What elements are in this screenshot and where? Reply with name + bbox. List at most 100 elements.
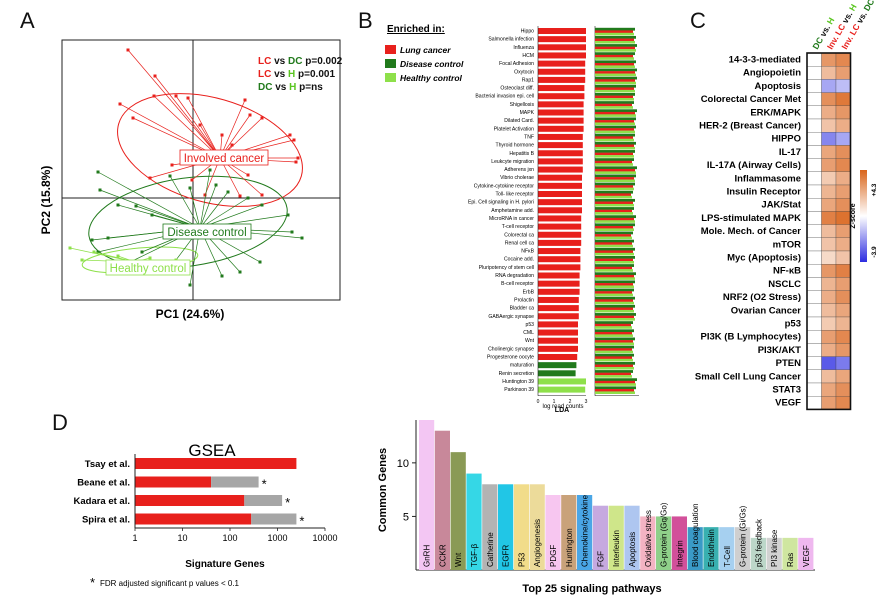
read-bar-hc (595, 146, 635, 150)
read-bar-dc (595, 27, 635, 31)
group-label-hc: Healthy control (110, 263, 187, 275)
heatmap-row-label: PI3K/AKT (758, 345, 801, 356)
heatmap-cell (806, 396, 822, 410)
heatmap-cell (835, 171, 851, 186)
read-bar-hc (595, 89, 635, 93)
heatmap-cell (806, 264, 822, 278)
pathway-bar (656, 516, 672, 570)
heatmap-cell (835, 211, 851, 225)
pca-plot: PC1 (24.6%) PC2 (15.8%) LC vs DC p=0.002… (39, 39, 343, 321)
lda-bar (538, 76, 586, 83)
read-bar-lc (595, 38, 634, 42)
pathway-bar (561, 495, 577, 570)
heatmap-cell (806, 118, 822, 133)
legend-title: Enriched in: (387, 24, 445, 35)
pca-stat-line: LC vs H p=0.001 (258, 69, 335, 80)
pca-y-axis-label: PC2 (15.8%) (39, 166, 53, 235)
lc-point (186, 96, 190, 100)
lc-point (170, 163, 174, 167)
heatmap-row-label: NRF2 (O2 Stress) (723, 292, 801, 303)
read-bar-lc (595, 201, 633, 205)
read-bar-hc (595, 114, 636, 117)
heatmap-row-label: mTOR (773, 239, 801, 250)
pathway-label: Bacterial invasion epi. cell (475, 94, 534, 100)
heatmap-cell (821, 343, 837, 357)
read-bar-lc (595, 160, 632, 164)
pathway-label: Huntington 39 (502, 379, 534, 385)
read-bar-lc (595, 136, 633, 139)
heatmap-cell (806, 224, 822, 238)
read-bar-lc (595, 46, 635, 50)
read-bar-lc (595, 283, 633, 286)
read-bar-lc (595, 54, 633, 58)
read-bar-dc (595, 361, 635, 365)
read-bar-hc (595, 269, 633, 272)
heatmap-cell (806, 132, 822, 146)
heatmap-cell (835, 118, 851, 133)
lda-bar (538, 215, 582, 222)
lc-ellipse (117, 93, 303, 207)
pathway-label: Shigellosis (510, 102, 535, 108)
read-bar-hc (595, 383, 636, 386)
read-bar-lc (595, 217, 634, 221)
pathway-label: Influenza (513, 45, 534, 51)
pathway-label: Platelet Activation (494, 126, 534, 132)
read-bar-lc (595, 242, 632, 245)
lda-bar (538, 117, 584, 124)
read-bar-hc (595, 244, 633, 248)
read-bar-dc (595, 207, 634, 210)
heatmap-row-label: PTEN (776, 358, 801, 369)
dc-spoke (169, 175, 201, 229)
lda-tick-label: 0 (537, 399, 540, 405)
dc-point (134, 204, 138, 208)
read-bar-lc (595, 120, 634, 123)
pathway-label: Colorectal ca (504, 232, 534, 238)
heatmap-border (806, 52, 852, 411)
heatmap-row-label: Mole. Mech. of Cancer (701, 226, 802, 237)
lc-spoke (119, 103, 221, 159)
panel-label-b: B (358, 8, 373, 33)
read-bar-hc (595, 57, 634, 60)
lc-point (153, 74, 157, 78)
lc-spoke (127, 49, 221, 159)
pathway-label: RNA degradation (495, 273, 534, 279)
gsea-significance-mark: * (285, 495, 290, 510)
lda-bar (538, 158, 583, 165)
hc-point (116, 254, 120, 258)
lda-bar (538, 109, 584, 116)
read-bar-dc (595, 76, 637, 80)
read-bar-hc (595, 32, 634, 36)
pathway-bar-label: P53 (517, 552, 526, 567)
dc-point (150, 213, 154, 217)
dc-point (96, 170, 100, 174)
pathway-bar (687, 527, 703, 570)
lda-bar (538, 166, 583, 173)
heatmap-cell (821, 105, 837, 120)
read-bar-dc (595, 198, 635, 202)
dc-point (90, 238, 94, 242)
pathway-bar (703, 527, 719, 570)
read-bar-hc (595, 358, 633, 362)
dc-point (226, 190, 230, 194)
read-bar-hc (595, 130, 635, 134)
read-bar-lc (595, 258, 633, 262)
pathway-bar-label: T-Cell (723, 546, 732, 567)
gsea-study-label: Tsay et al. (85, 459, 130, 470)
read-bar-hc (595, 293, 633, 297)
group-label-box (105, 259, 191, 276)
panel-label-a: A (20, 8, 35, 33)
heatmap-row-label: LPS-stimulated MAPK (701, 213, 801, 224)
read-bar-lc (595, 266, 632, 270)
lda-bar (538, 174, 582, 181)
gsea-tick-label: 10 (177, 533, 187, 543)
read-bar-hc (595, 252, 634, 256)
pathway-bar-label: VEGF (802, 545, 811, 567)
heatmap-cell (835, 330, 851, 344)
heatmap-cell (835, 158, 851, 172)
lc-point (220, 133, 224, 137)
pathway-bar (577, 495, 593, 570)
read-bar-lc (595, 323, 631, 327)
pathway-bar-label: Huntington (565, 528, 574, 567)
heatmap-cell (835, 290, 851, 304)
